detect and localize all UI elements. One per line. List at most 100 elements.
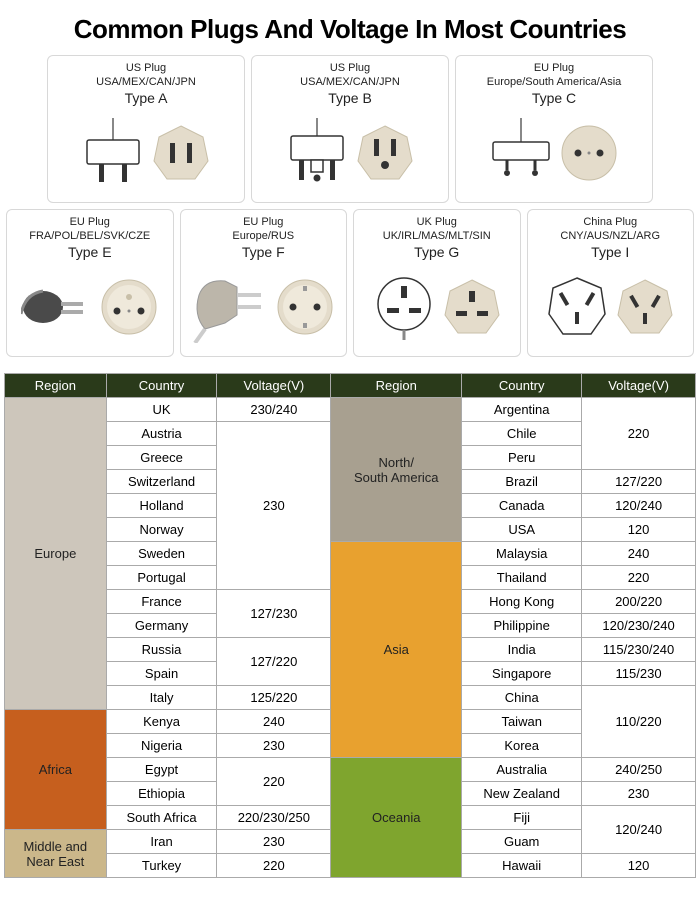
plug-name: EU Plug [243,216,283,230]
plug-regions: UK/IRL/MAS/MLT/SIN [383,230,491,244]
voltage-cell: 230 [217,422,331,590]
table-header: Voltage(V) [582,374,696,398]
country-cell: Taiwan [462,710,582,734]
plug-name: US Plug [330,62,370,76]
plug-regions: USA/MEX/CAN/JPN [96,76,196,90]
voltage-cell: 240 [217,710,331,734]
plug-regions: USA/MEX/CAN/JPN [300,76,400,90]
voltage-cell: 220/230/250 [217,806,331,830]
plug-card-a: US Plug USA/MEX/CAN/JPN Type A [47,55,245,203]
voltage-cell: 220 [582,566,696,590]
plug-name: China Plug [583,216,637,230]
country-cell: France [106,590,217,614]
plug-card-b: US Plug USA/MEX/CAN/JPN Type B [251,55,449,203]
voltage-cell: 220 [217,758,331,806]
country-cell: Norway [106,518,217,542]
voltage-cell: 120/240 [582,806,696,854]
voltage-cell: 200/220 [582,590,696,614]
region-cell: Africa [5,710,107,830]
voltage-cell: 115/230/240 [582,638,696,662]
plug-name: EU Plug [70,216,110,230]
plug-card-e: EU Plug FRA/POL/BEL/SVK/CZE Type E [6,209,174,357]
country-cell: Italy [106,686,217,710]
voltage-cell: 110/220 [582,686,696,758]
country-cell: New Zealand [462,782,582,806]
plug-type: Type I [591,244,629,262]
country-cell: USA [462,518,582,542]
table-header: Country [462,374,582,398]
plug-card-f: EU Plug Europe/RUS Type F [180,209,348,357]
country-cell: Korea [462,734,582,758]
voltage-cell: 127/220 [217,638,331,686]
country-cell: UK [106,398,217,422]
voltage-cell: 120/230/240 [582,614,696,638]
country-cell: Kenya [106,710,217,734]
country-cell: Sweden [106,542,217,566]
country-cell: Thailand [462,566,582,590]
country-cell: Argentina [462,398,582,422]
voltage-cell: 127/220 [582,470,696,494]
voltage-cell: 240 [582,542,696,566]
voltage-cell: 240/250 [582,758,696,782]
country-cell: Fiji [462,806,582,830]
plug-type: Type F [242,244,285,262]
plug-card-i: China Plug CNY/AUS/NZL/ARG Type I [527,209,695,357]
country-cell: Brazil [462,470,582,494]
table-header: Voltage(V) [217,374,331,398]
country-cell: Switzerland [106,470,217,494]
plug-name: US Plug [126,62,166,76]
region-cell: Europe [5,398,107,710]
voltage-cell: 127/230 [217,590,331,638]
country-cell: Austria [106,422,217,446]
country-cell: Hawaii [462,854,582,878]
country-cell: Philippine [462,614,582,638]
voltage-cell: 120/240 [582,494,696,518]
table-header: Country [106,374,217,398]
plug-card-g: UK Plug UK/IRL/MAS/MLT/SIN Type G [353,209,521,357]
region-cell: North/South America [331,398,462,542]
plug-type: Type G [414,244,459,262]
country-cell: Hong Kong [462,590,582,614]
voltage-cell: 120 [582,518,696,542]
country-cell: Spain [106,662,217,686]
plug-regions: FRA/POL/BEL/SVK/CZE [29,230,150,244]
country-cell: Australia [462,758,582,782]
country-cell: Guam [462,830,582,854]
region-cell: Asia [331,542,462,758]
country-cell: Iran [106,830,217,854]
country-cell: India [462,638,582,662]
country-cell: Greece [106,446,217,470]
country-cell: Germany [106,614,217,638]
region-cell: Oceania [331,758,462,878]
plug-name: UK Plug [417,216,457,230]
country-cell: Canada [462,494,582,518]
country-cell: Peru [462,446,582,470]
voltage-cell: 230 [217,734,331,758]
region-cell: Middle andNear East [5,830,107,878]
plug-type: Type A [125,90,168,108]
country-cell: Nigeria [106,734,217,758]
voltage-cell: 120 [582,854,696,878]
table-header: Region [5,374,107,398]
plug-card-c: EU Plug Europe/South America/Asia Type C [455,55,653,203]
country-cell: Turkey [106,854,217,878]
plug-name: EU Plug [534,62,574,76]
country-cell: Ethiopia [106,782,217,806]
country-cell: Portugal [106,566,217,590]
plug-type: Type E [68,244,112,262]
voltage-cell: 220 [217,854,331,878]
plug-regions: CNY/AUS/NZL/ARG [560,230,660,244]
plug-type: Type B [328,90,372,108]
voltage-cell: 220 [582,398,696,470]
country-cell: Malaysia [462,542,582,566]
country-cell: China [462,686,582,710]
country-cell: Egypt [106,758,217,782]
plug-regions: Europe/South America/Asia [487,76,622,90]
plug-grid: US Plug USA/MEX/CAN/JPN Type A US Plug U… [0,51,700,373]
country-cell: South Africa [106,806,217,830]
page-title: Common Plugs And Voltage In Most Countri… [0,0,700,51]
voltage-table: RegionCountryVoltage(V)RegionCountryVolt… [4,373,696,878]
country-cell: Russia [106,638,217,662]
table-header: Region [331,374,462,398]
country-cell: Singapore [462,662,582,686]
